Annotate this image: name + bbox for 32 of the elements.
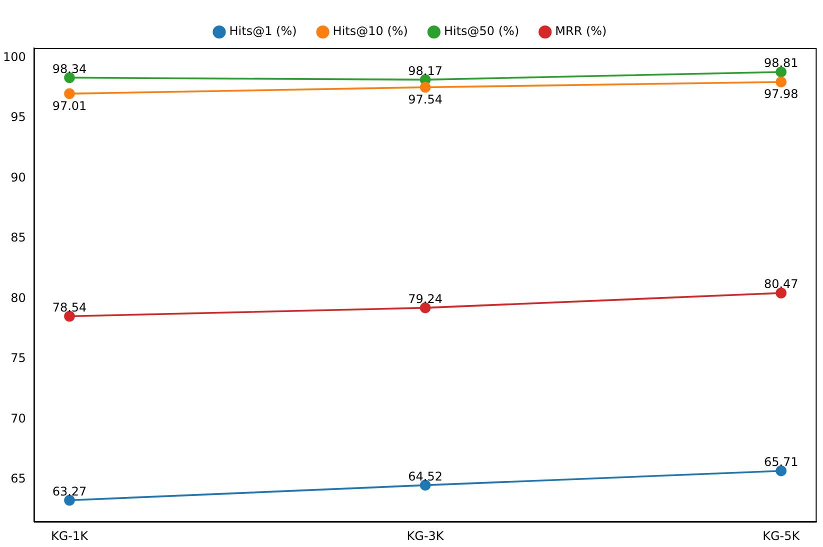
y-tick-label: 65 [10,472,26,486]
point [776,66,787,78]
y-tick-label: 75 [10,351,26,366]
point [776,288,787,298]
data-label: 63.27 [52,484,87,498]
point [420,82,431,93]
legend-label: Hits@10 (%) [332,24,408,38]
data-label: 64.52 [408,469,442,484]
legend-label: Hits@1 (%) [229,24,297,38]
y-tick-label: 100 [3,50,26,64]
data-label: 97.01 [52,98,87,113]
legend-label: Hits@50 (%) [444,24,520,38]
x-tick-label: KG-5K [762,528,801,543]
data-label: 98.81 [764,56,798,70]
x-tick-label: KG-1K [50,528,90,543]
y-tick-label: 90 [10,170,26,184]
data-label: 79.24 [408,292,442,306]
data-label: 80.47 [764,277,798,292]
y-tick-label: 70 [10,411,26,426]
data-label: 78.54 [52,300,87,314]
data-label: 98.34 [52,62,87,76]
point [64,88,75,100]
y-tick-label: 80 [10,290,26,305]
data-label: 97.54 [408,92,442,106]
x-tick-label: KG-3K [406,528,445,543]
point [776,76,787,88]
y-tick-label: 95 [10,110,26,124]
legend-label: MRR (%) [555,24,607,38]
data-label: 65.71 [764,454,798,469]
data-label: 98.17 [408,64,442,78]
data-label: 97.98 [764,87,798,102]
y-tick-label: 85 [10,230,26,245]
